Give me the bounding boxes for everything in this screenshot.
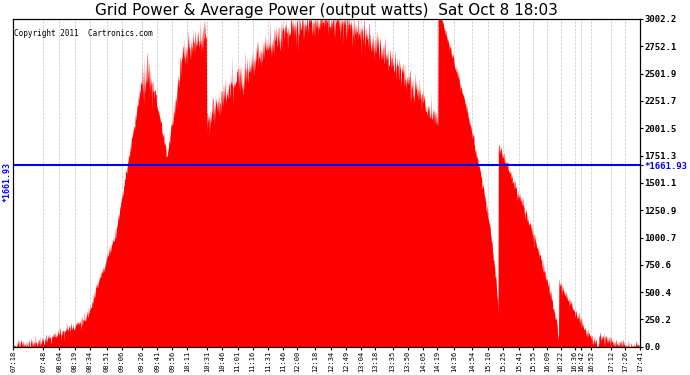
- Text: Copyright 2011  Cartronics.com: Copyright 2011 Cartronics.com: [14, 29, 153, 38]
- Title: Grid Power & Average Power (output watts)  Sat Oct 8 18:03: Grid Power & Average Power (output watts…: [95, 3, 558, 18]
